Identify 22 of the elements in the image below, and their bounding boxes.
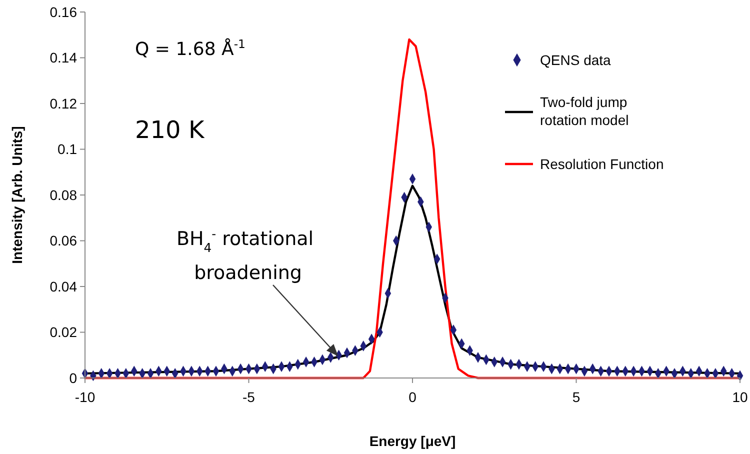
x-tick-label: 10 xyxy=(732,389,748,405)
legend-label: Two-fold jump rotation model xyxy=(540,94,629,128)
x-axis-title: Energy [μeV] xyxy=(369,433,456,449)
y-tick-label: 0.08 xyxy=(50,186,78,203)
annotation: Q = 1.68 Å$^{-1}$ xyxy=(135,37,246,60)
annotation: 210 K xyxy=(135,116,206,144)
legend-label: Resolution Function xyxy=(540,156,664,172)
annotation: BH$_{4}$$^{-}$ rotational broadening xyxy=(176,227,314,284)
y-tick-label: 0 xyxy=(69,370,78,386)
x-tick-label: -5 xyxy=(242,389,256,405)
x-tick-label: 0 xyxy=(408,389,417,405)
y-axis-title: Intensity [Arb. Units] xyxy=(9,126,25,264)
x-tick-label: -10 xyxy=(74,389,96,405)
y-tick-label: 0.12 xyxy=(50,95,78,112)
y-tick-label: 0.14 xyxy=(50,50,78,66)
y-tick-label: 0.02 xyxy=(50,324,78,340)
y-tick-label: 0.06 xyxy=(50,232,78,249)
y-tick-label: 0.16 xyxy=(50,4,78,20)
legend-label: QENS data xyxy=(540,52,612,68)
x-tick-label: 5 xyxy=(572,389,580,405)
y-tick-label: 0.04 xyxy=(50,278,78,294)
y-tick-label: 0.1 xyxy=(58,141,78,158)
